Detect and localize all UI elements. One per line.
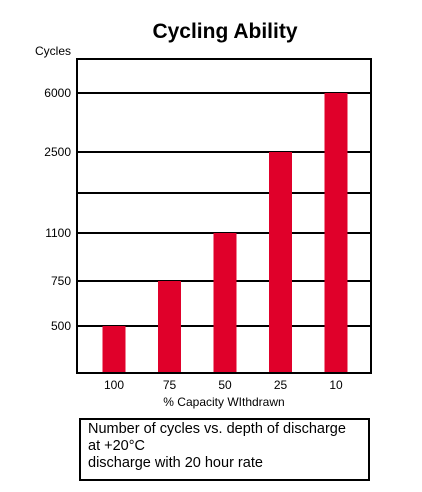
y-tick-label: 6000 [44, 86, 71, 100]
bar [102, 326, 126, 373]
caption-line-3: discharge with 20 hour rate [88, 455, 263, 471]
bar [269, 152, 292, 373]
y-tick-labels: 500 750 1100 2500 6000 [44, 86, 71, 333]
y-tick-label: 500 [51, 319, 71, 333]
bar [158, 281, 181, 373]
x-axis-label: % Capacity WIthdrawn [163, 395, 284, 409]
x-tick-labels: 100 75 50 25 10 [104, 378, 343, 392]
bars [102, 93, 348, 373]
caption-line-1: Number of cycles vs. depth of discharge [88, 421, 346, 437]
caption-line-2: at +20°C [88, 438, 145, 454]
plot-frame [76, 58, 372, 374]
x-tick-label: 50 [218, 378, 232, 392]
y-tick-label: 750 [51, 274, 71, 288]
y-axis-label: Cycles [35, 44, 71, 58]
chart-title: Cycling Ability [152, 20, 297, 43]
x-tick-label: 25 [274, 378, 288, 392]
chart-caption: Number of cycles vs. depth of discharge … [79, 418, 370, 481]
bar [324, 93, 348, 373]
y-tick-label: 2500 [44, 145, 71, 159]
bar [213, 233, 237, 373]
x-tick-label: 75 [163, 378, 177, 392]
y-tick-label: 1100 [45, 226, 71, 240]
x-tick-label: 100 [104, 378, 124, 392]
x-tick-label: 10 [329, 378, 343, 392]
